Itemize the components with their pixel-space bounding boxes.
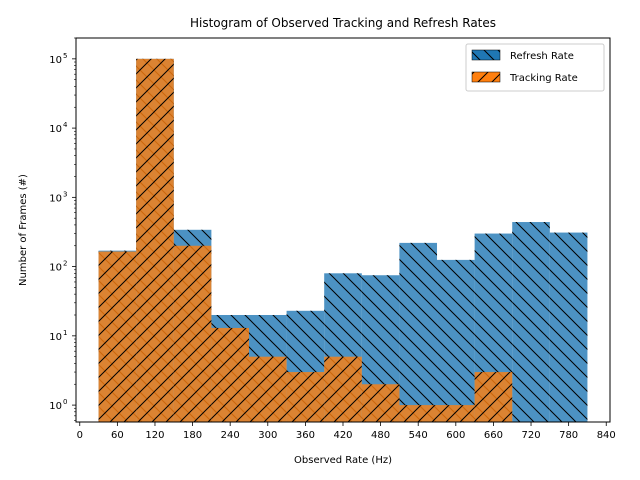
x-tick-label: 780 bbox=[559, 430, 578, 441]
y-tick-exponent: 5 bbox=[63, 52, 67, 60]
legend: Refresh Rate Tracking Rate bbox=[465, 43, 605, 92]
y-tick-exponent: 1 bbox=[63, 329, 67, 337]
x-tick-label: 840 bbox=[597, 430, 616, 441]
tracking-bar-hatch bbox=[98, 251, 137, 422]
x-tick-label: 60 bbox=[111, 430, 124, 441]
x-tick-label: 420 bbox=[333, 430, 352, 441]
y-tick-label: 10 bbox=[49, 193, 62, 204]
y-tick-exponent: 3 bbox=[63, 190, 67, 198]
tracking-bar-hatch bbox=[248, 356, 287, 422]
tracking-rate-bars bbox=[98, 58, 513, 422]
y-tick-label: 10 bbox=[49, 124, 62, 135]
tracking-bar-hatch bbox=[211, 327, 249, 422]
refresh-bar-hatch bbox=[399, 242, 438, 422]
tracking-bar-hatch bbox=[437, 405, 475, 422]
y-tick-exponent: 4 bbox=[63, 121, 68, 129]
refresh-bar-hatch bbox=[437, 259, 475, 422]
y-tick-label: 10 bbox=[49, 332, 62, 343]
chart-title: Histogram of Observed Tracking and Refre… bbox=[190, 16, 496, 30]
x-axis-ticks: 0 60 120 180 240 300 360 420 480 540 600 660 720 780 8… bbox=[77, 422, 616, 441]
tracking-bar-hatch bbox=[361, 384, 400, 422]
x-tick-label: 720 bbox=[521, 430, 540, 441]
tracking-bar-hatch bbox=[173, 245, 212, 422]
x-tick-label: 300 bbox=[258, 430, 277, 441]
legend-label-tracking: Tracking Rate bbox=[509, 73, 578, 84]
tracking-bar-hatch bbox=[399, 405, 438, 422]
x-axis-label: Observed Rate (Hz) bbox=[294, 455, 392, 466]
tracking-bar-hatch bbox=[286, 372, 325, 422]
x-tick-label: 0 bbox=[77, 430, 83, 441]
x-tick-label: 240 bbox=[221, 430, 240, 441]
tracking-bar-hatch bbox=[324, 356, 362, 422]
tracking-bar-hatch bbox=[136, 58, 174, 422]
refresh-bar-hatch bbox=[512, 222, 550, 422]
x-tick-label: 660 bbox=[484, 430, 503, 441]
refresh-bar-hatch bbox=[549, 232, 588, 422]
legend-frame bbox=[465, 43, 605, 92]
y-tick-exponent: 0 bbox=[63, 398, 67, 406]
x-tick-label: 480 bbox=[371, 430, 390, 441]
x-tick-label: 360 bbox=[296, 430, 315, 441]
x-tick-label: 180 bbox=[183, 430, 202, 441]
legend-swatch-hatch bbox=[472, 50, 500, 60]
tracking-bar-hatch bbox=[474, 372, 513, 422]
y-tick-exponent: 2 bbox=[63, 260, 67, 268]
y-tick-label: 10 bbox=[49, 55, 62, 66]
y-tick-label: 10 bbox=[49, 401, 62, 412]
y-axis-label: Number of Frames (#) bbox=[18, 174, 29, 286]
x-tick-label: 120 bbox=[145, 430, 164, 441]
x-tick-label: 540 bbox=[409, 430, 428, 441]
legend-label-refresh: Refresh Rate bbox=[510, 51, 574, 62]
y-tick-label: 10 bbox=[49, 263, 62, 274]
legend-swatch-hatch bbox=[472, 72, 500, 82]
x-tick-label: 600 bbox=[446, 430, 465, 441]
